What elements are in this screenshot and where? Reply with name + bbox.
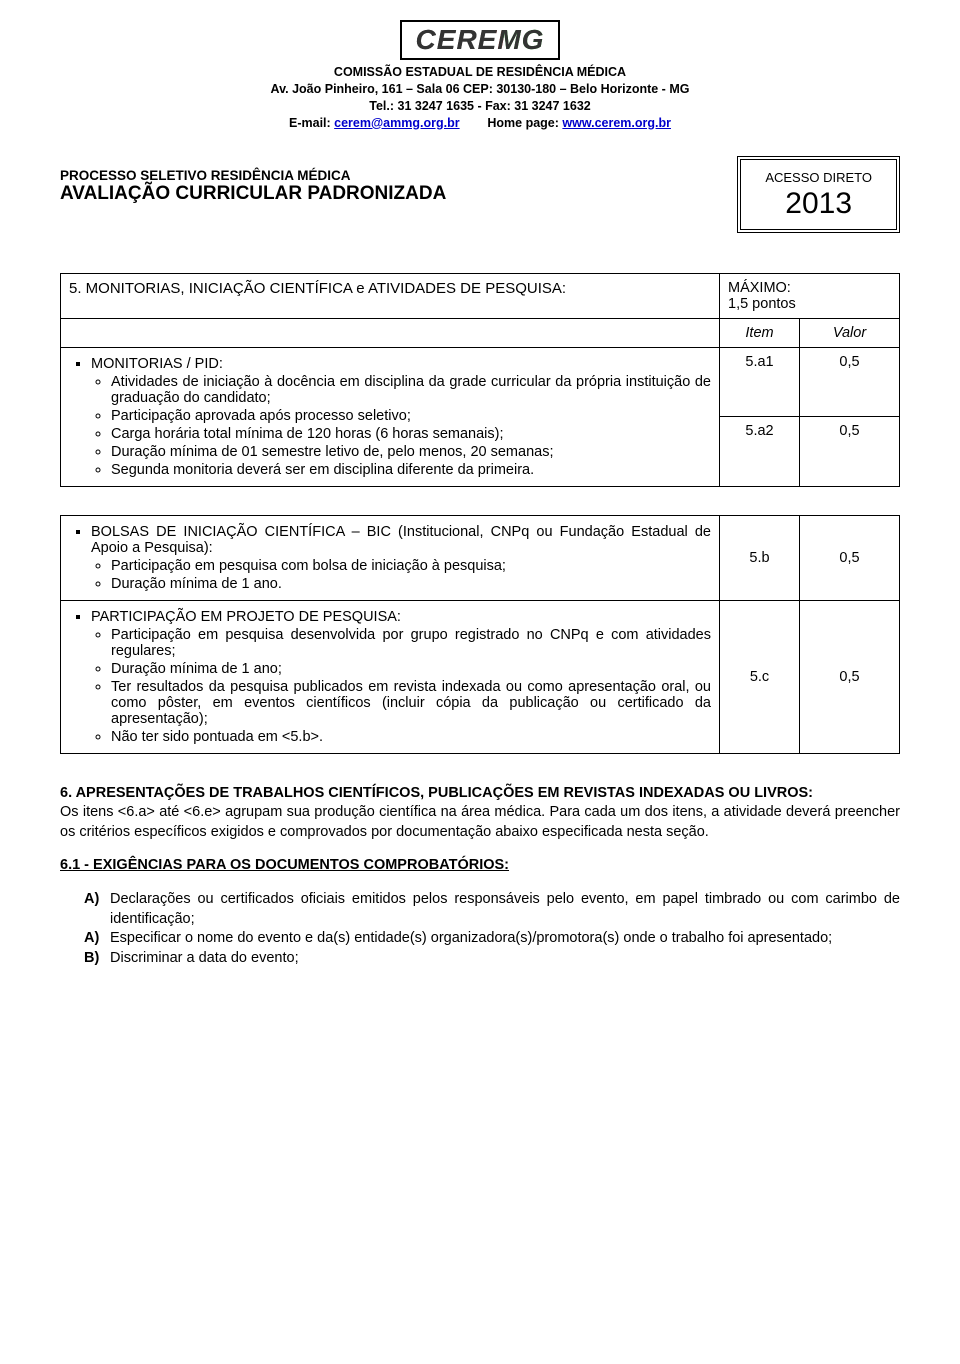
item-5b: 5.b bbox=[720, 515, 800, 600]
section6-text-2: Discriminar a data do evento; bbox=[110, 950, 299, 966]
participacao-block: PARTICIPAÇÃO EM PROJETO DE PESQUISA: bbox=[69, 609, 711, 625]
letter-1: A) bbox=[84, 929, 99, 949]
section5-header-row: 5. MONITORIAS, INICIAÇÃO CIENTÍFICA e AT… bbox=[61, 273, 900, 318]
bullet-5a1-1: Participação aprovada após processo sele… bbox=[111, 408, 711, 424]
valor-5a2: 0,5 bbox=[800, 417, 900, 487]
bullets-5a1: Atividades de iniciação à docência em di… bbox=[69, 374, 711, 478]
section5-table-bc: BOLSAS DE INICIAÇÃO CIENTÍFICA – BIC (In… bbox=[60, 515, 900, 754]
section5-table-a: 5. MONITORIAS, INICIAÇÃO CIENTÍFICA e AT… bbox=[60, 273, 900, 487]
document-page: CEREMG COMISSÃO ESTADUAL DE RESIDÊNCIA M… bbox=[0, 0, 960, 1023]
access-label: ACESSO DIRETO bbox=[765, 170, 872, 185]
valor-5a1: 0,5 bbox=[800, 347, 900, 417]
section6-text-0: Declarações ou certificados oficiais emi… bbox=[110, 891, 900, 927]
item-header: Item bbox=[720, 318, 800, 347]
bolsas-block: BOLSAS DE INICIAÇÃO CIENTÍFICA – BIC (In… bbox=[69, 524, 711, 556]
access-box: ACESSO DIRETO 2013 bbox=[737, 156, 900, 233]
section6-title-wrap: 6. APRESENTAÇÕES DE TRABALHOS CIENTÍFICO… bbox=[60, 784, 900, 804]
homepage-label: Home page bbox=[487, 116, 554, 130]
empty-cell bbox=[61, 318, 720, 347]
desc-5b: BOLSAS DE INICIAÇÃO CIENTÍFICA – BIC (In… bbox=[61, 515, 720, 600]
section6-item-2: B) Discriminar a data do evento; bbox=[84, 949, 900, 969]
section6-intro: Os itens <6.a> até <6.e> agrupam sua pro… bbox=[60, 803, 900, 842]
email-label: E-mail: bbox=[289, 116, 334, 130]
monitorias-block: MONITORIAS / PID: bbox=[69, 356, 711, 372]
section5-colhead-row: Item Valor bbox=[61, 318, 900, 347]
letterhead-line-2: Av. João Pinheiro, 161 – Sala 06 CEP: 30… bbox=[60, 81, 900, 98]
section6-item-1: A) Especificar o nome do evento e da(s) … bbox=[84, 929, 900, 949]
evaluation-title: AVALIAÇÃO CURRICULAR PADRONIZADA bbox=[60, 183, 713, 205]
bullet-5c-0: Participação em pesquisa desenvolvida po… bbox=[111, 627, 711, 659]
maximo-label: MÁXIMO: bbox=[728, 280, 791, 296]
monitorias-title: MONITORIAS / PID: bbox=[91, 356, 711, 372]
letterhead: COMISSÃO ESTADUAL DE RESIDÊNCIA MÉDICA A… bbox=[60, 64, 900, 132]
section6: 6. APRESENTAÇÕES DE TRABALHOS CIENTÍFICO… bbox=[60, 784, 900, 969]
participacao-title: PARTICIPAÇÃO EM PROJETO DE PESQUISA: bbox=[91, 609, 711, 625]
item-5a2: 5.a2 bbox=[720, 417, 800, 487]
section5-maximo: MÁXIMO: 1,5 pontos bbox=[720, 273, 900, 318]
section5-title: 5. MONITORIAS, INICIAÇÃO CIENTÍFICA e AT… bbox=[61, 273, 720, 318]
row-5c: PARTICIPAÇÃO EM PROJETO DE PESQUISA: Par… bbox=[61, 600, 900, 753]
bullets-5c: Participação em pesquisa desenvolvida po… bbox=[69, 627, 711, 745]
letter-0: A) bbox=[84, 890, 99, 910]
email-link[interactable]: cerem@ammg.org.br bbox=[334, 116, 459, 130]
item-5c: 5.c bbox=[720, 600, 800, 753]
bullets-5b: Participação em pesquisa com bolsa de in… bbox=[69, 558, 711, 592]
letterhead-line-1: COMISSÃO ESTADUAL DE RESIDÊNCIA MÉDICA bbox=[60, 64, 900, 81]
bullet-5a2-2: Segunda monitoria deverá ser em discipli… bbox=[111, 462, 711, 478]
letterhead-contacts: E-mail: cerem@ammg.org.br Home page: www… bbox=[60, 115, 900, 132]
title-block: PROCESSO SELETIVO RESIDÊNCIA MÉDICA AVAL… bbox=[60, 156, 713, 233]
item-5a1: 5.a1 bbox=[720, 347, 800, 417]
valor-5b: 0,5 bbox=[800, 515, 900, 600]
bullet-5c-3: Não ter sido pontuada em <5.b>. bbox=[111, 729, 711, 745]
letterhead-line-3: Tel.: 31 3247 1635 - Fax: 31 3247 1632 bbox=[60, 98, 900, 115]
bullet-5a2-1: Duração mínima de 01 semestre letivo de,… bbox=[111, 444, 711, 460]
letter-2: B) bbox=[84, 949, 99, 969]
org-logo: CEREMG bbox=[400, 20, 561, 60]
row-5b: BOLSAS DE INICIAÇÃO CIENTÍFICA – BIC (In… bbox=[61, 515, 900, 600]
section6-title: 6. APRESENTAÇÕES DE TRABALHOS CIENTÍFICO… bbox=[60, 785, 813, 801]
section6-list: A) Declarações ou certificados oficiais … bbox=[60, 890, 900, 968]
homepage-link[interactable]: www.cerem.org.br bbox=[562, 116, 671, 130]
bullet-5a1-0: Atividades de iniciação à docência em di… bbox=[111, 374, 711, 406]
bullet-5c-2: Ter resultados da pesquisa publicados em… bbox=[111, 679, 711, 727]
logo-container: CEREMG bbox=[60, 20, 900, 60]
bullet-5a2-0: Carga horária total mínima de 120 horas … bbox=[111, 426, 711, 442]
bullet-5b-0: Participação em pesquisa com bolsa de in… bbox=[111, 558, 711, 574]
bolsas-title: BOLSAS DE INICIAÇÃO CIENTÍFICA – BIC (In… bbox=[91, 524, 711, 556]
valor-header: Valor bbox=[800, 318, 900, 347]
section6-item-0: A) Declarações ou certificados oficiais … bbox=[84, 890, 900, 929]
bullet-5b-1: Duração mínima de 1 ano. bbox=[111, 576, 711, 592]
row-5a1: MONITORIAS / PID: Atividades de iniciaçã… bbox=[61, 347, 900, 417]
valor-5c: 0,5 bbox=[800, 600, 900, 753]
title-row: PROCESSO SELETIVO RESIDÊNCIA MÉDICA AVAL… bbox=[60, 156, 900, 233]
section6-text-1: Especificar o nome do evento e da(s) ent… bbox=[110, 930, 832, 946]
access-year: 2013 bbox=[765, 187, 872, 221]
bullet-5c-1: Duração mínima de 1 ano; bbox=[111, 661, 711, 677]
maximo-value: 1,5 pontos bbox=[728, 296, 796, 312]
desc-5a: MONITORIAS / PID: Atividades de iniciaçã… bbox=[61, 347, 720, 486]
process-title: PROCESSO SELETIVO RESIDÊNCIA MÉDICA bbox=[60, 168, 713, 183]
section6-sub-title: 6.1 - EXIGÊNCIAS PARA OS DOCUMENTOS COMP… bbox=[60, 856, 900, 876]
desc-5c: PARTICIPAÇÃO EM PROJETO DE PESQUISA: Par… bbox=[61, 600, 720, 753]
